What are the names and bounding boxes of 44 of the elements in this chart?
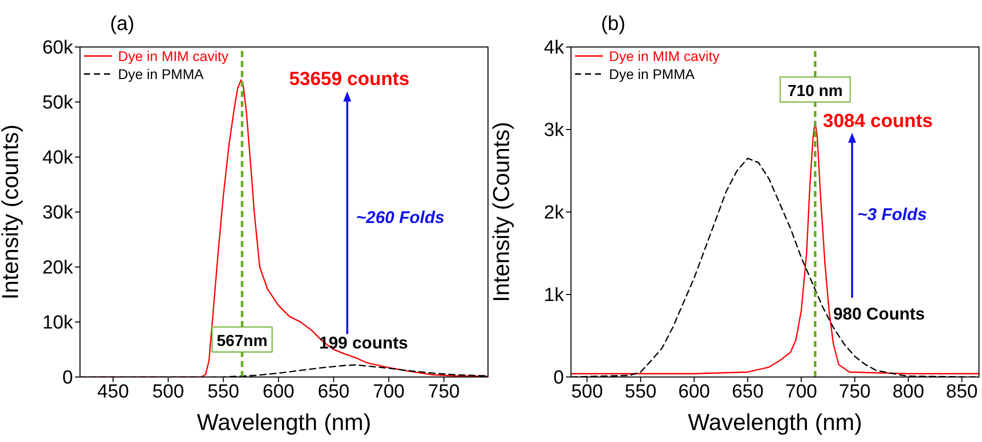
annotation: ~3 Folds	[857, 204, 927, 224]
legend-label: Dye in PMMA	[609, 66, 696, 82]
legend-label: Dye in MIM cavity	[609, 48, 720, 64]
y-axis-title: Intensity (counts)	[0, 124, 24, 300]
x-tick-label: 500	[152, 381, 184, 402]
x-axis-title: Wavelength (nm)	[196, 409, 372, 435]
chart-title: (a)	[110, 13, 134, 35]
x-axis-title: Wavelength (nm)	[688, 409, 862, 435]
x-tick-label: 700	[372, 381, 405, 402]
x-tick-label: 500	[571, 381, 603, 402]
annotation: 3084 counts	[822, 110, 933, 132]
y-tick-label: 4k	[544, 38, 564, 59]
ref-line-label: 710 nm	[788, 83, 843, 100]
y-tick-label: 40k	[42, 148, 74, 169]
y-tick-label: 60k	[42, 38, 74, 59]
x-tick-label: 650	[318, 381, 350, 402]
x-tick-label: 600	[678, 381, 710, 402]
x-tick-label: 750	[428, 381, 460, 402]
y-tick-label: 0	[62, 368, 73, 389]
annotation: 980 Counts	[833, 304, 925, 324]
y-tick-label: 20k	[42, 258, 74, 279]
legend-label: Dye in PMMA	[118, 66, 204, 82]
x-tick-label: 450	[97, 381, 129, 402]
y-tick-label: 30k	[42, 202, 74, 224]
x-tick-label: 800	[892, 381, 924, 402]
x-tick-label: 750	[838, 381, 871, 402]
x-tick-label: 600	[262, 381, 294, 402]
chart-title: (b)	[601, 13, 626, 35]
y-tick-label: 3k	[544, 120, 564, 142]
y-tick-label: 1k	[544, 285, 564, 306]
ref-line-label: 567nm	[216, 333, 268, 350]
y-tick-label: 10k	[42, 312, 74, 334]
x-tick-label: 650	[732, 381, 764, 402]
x-tick-label: 550	[624, 381, 656, 402]
y-tick-label: 2k	[544, 202, 564, 224]
y-tick-label: 50k	[42, 92, 74, 114]
annotation: ~260 Folds	[356, 208, 444, 228]
legend-label: Dye in MIM cavity	[118, 48, 228, 64]
y-axis-title: Intensity (Counts)	[488, 122, 514, 302]
annotation: 53659 counts	[289, 69, 410, 90]
y-tick-label: 0	[553, 368, 564, 389]
x-tick-label: 700	[785, 381, 818, 402]
x-tick-label: 850	[946, 381, 978, 402]
x-tick-label: 550	[208, 381, 240, 402]
